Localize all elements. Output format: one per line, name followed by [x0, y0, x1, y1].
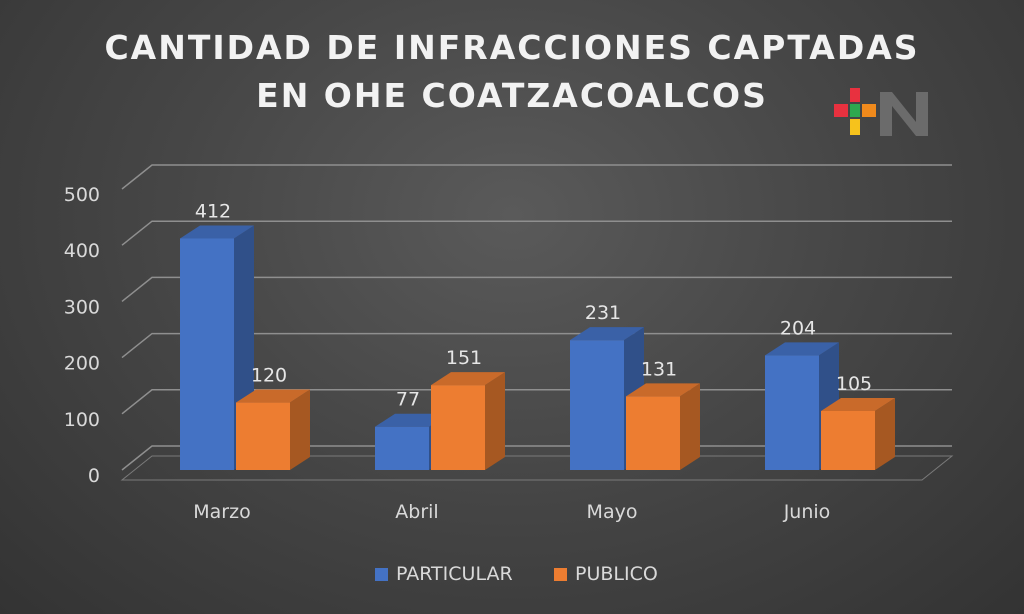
bar-particular-marzo [180, 238, 234, 470]
data-label: 105 [836, 373, 872, 395]
data-label: 77 [396, 389, 420, 411]
gridline [121, 220, 952, 246]
bar-publico-abril [431, 385, 485, 470]
y-tick-label: 100 [64, 409, 100, 431]
y-tick-label: 500 [64, 184, 100, 206]
data-label: 231 [585, 302, 621, 324]
bar-publico-marzo [236, 402, 290, 470]
legend-swatch-publico [554, 567, 567, 581]
legend-swatch-particular [375, 567, 388, 581]
bar-top-publico-mayo [626, 383, 700, 397]
data-label: 120 [251, 365, 287, 387]
bar-side-publico-mayo [680, 383, 700, 470]
data-label: 412 [195, 200, 231, 222]
legend-label-particular: PARTICULAR [396, 563, 513, 585]
x-tick-label: Abril [395, 501, 438, 523]
bar-side-publico-abril [485, 372, 505, 470]
bar-top-publico-abril [431, 372, 505, 386]
plus-n-logo-icon [834, 88, 928, 136]
bar-particular-junio [765, 355, 819, 470]
bar-top-particular-mayo [570, 327, 644, 341]
bar-side-publico-marzo [290, 389, 310, 470]
bar-particular-mayo [570, 340, 624, 470]
x-tick-label: Mayo [587, 501, 638, 523]
data-label: 151 [446, 347, 482, 369]
chart-floor [120, 455, 954, 481]
gridline [121, 276, 952, 302]
bar-publico-mayo [626, 396, 680, 470]
chart-title-line-2: EN OHE COATZACOALCOS [256, 76, 768, 115]
bar-publico-junio [821, 410, 875, 470]
legend-item-particular: PARTICULAR [375, 563, 513, 585]
bar-top-particular-marzo [180, 225, 254, 239]
bar-top-publico-marzo [236, 389, 310, 403]
chart-title-line-1: CANTIDAD DE INFRACCIONES CAPTADAS [104, 28, 920, 67]
y-tick-label: 200 [64, 353, 100, 375]
gridline [121, 164, 952, 190]
legend-item-publico: PUBLICO [554, 563, 658, 585]
legend: PARTICULAR PUBLICO [0, 563, 1024, 587]
bar-top-publico-junio [821, 397, 895, 411]
y-tick-label: 0 [88, 465, 100, 487]
bar-side-publico-junio [875, 397, 895, 470]
legend-label-publico: PUBLICO [575, 563, 658, 585]
bar-particular-abril [375, 426, 429, 470]
data-label: 131 [641, 358, 677, 380]
data-label: 204 [780, 317, 816, 339]
x-tick-label: Junio [783, 501, 831, 523]
gridline [121, 332, 952, 359]
y-tick-label: 400 [64, 240, 100, 262]
y-tick-label: 300 [64, 296, 100, 318]
bar-top-particular-abril [375, 413, 449, 427]
bar-top-particular-junio [765, 342, 839, 356]
x-tick-label: Marzo [193, 501, 250, 523]
